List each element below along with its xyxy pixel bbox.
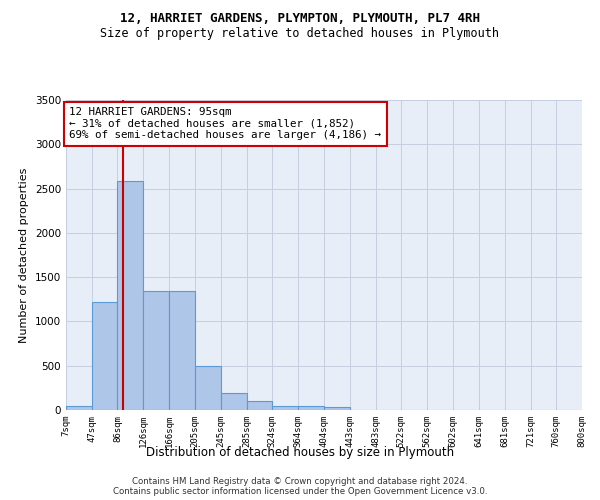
Text: Size of property relative to detached houses in Plymouth: Size of property relative to detached ho… [101, 28, 499, 40]
Bar [325, 407, 350, 410]
Bar [221, 393, 247, 410]
Bar [272, 406, 298, 410]
Bar [195, 366, 221, 410]
Bar [66, 406, 92, 410]
Bar [298, 406, 325, 410]
Text: 12, HARRIET GARDENS, PLYMPTON, PLYMOUTH, PL7 4RH: 12, HARRIET GARDENS, PLYMPTON, PLYMOUTH,… [120, 12, 480, 26]
Bar [143, 292, 169, 410]
Text: Contains HM Land Registry data © Crown copyright and database right 2024.: Contains HM Land Registry data © Crown c… [132, 476, 468, 486]
Y-axis label: Number of detached properties: Number of detached properties [19, 168, 29, 342]
Bar [118, 182, 143, 410]
Bar [247, 400, 272, 410]
Bar [169, 292, 195, 410]
Text: Distribution of detached houses by size in Plymouth: Distribution of detached houses by size … [146, 446, 454, 459]
Text: Contains public sector information licensed under the Open Government Licence v3: Contains public sector information licen… [113, 486, 487, 496]
Text: 12 HARRIET GARDENS: 95sqm
← 31% of detached houses are smaller (1,852)
69% of se: 12 HARRIET GARDENS: 95sqm ← 31% of detac… [69, 107, 381, 140]
Bar [92, 302, 118, 410]
